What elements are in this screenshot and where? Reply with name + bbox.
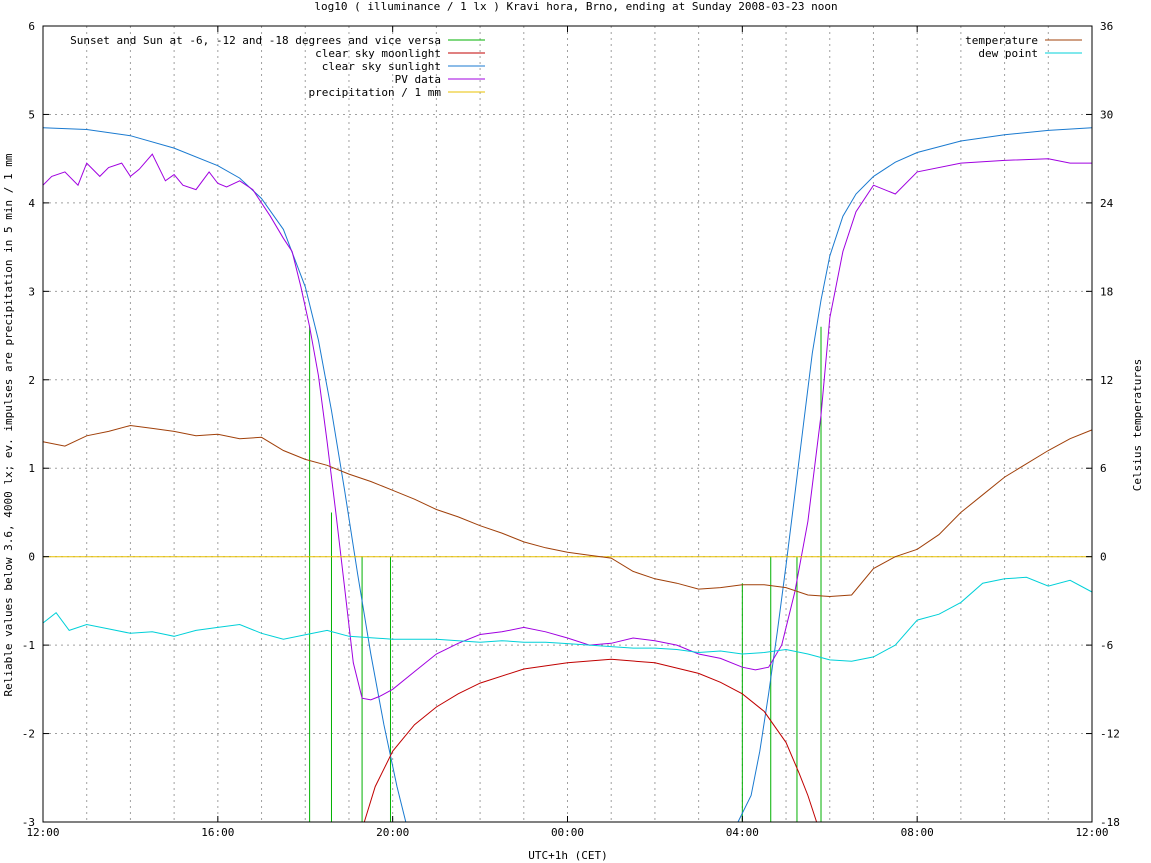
y2-axis-label: Celsius temperatures xyxy=(1131,359,1144,491)
x-tick-label: 12:00 xyxy=(26,826,59,839)
series-temperature xyxy=(42,424,1093,598)
legend-right-label: temperature xyxy=(965,34,1038,47)
y-tick-label: 1 xyxy=(28,462,35,475)
series-dew-point xyxy=(42,576,1093,662)
series-clear-sky-moonlight xyxy=(363,658,818,823)
y-tick-label: 5 xyxy=(28,108,35,121)
y2-tick-label: -12 xyxy=(1100,728,1120,741)
axes: 12:00 16:00 20:00 00:00 04:00 08:00 12:00-3-2-… xyxy=(22,20,1120,839)
y2-tick-label: 18 xyxy=(1100,285,1113,298)
y-tick-label: 2 xyxy=(28,374,35,387)
legend-left-label: clear sky moonlight xyxy=(315,47,441,60)
legend-left-label: PV data xyxy=(395,73,441,86)
y2-tick-label: 30 xyxy=(1100,108,1113,121)
legend-left: Sunset and Sun at -6, -12 and -18 degree… xyxy=(70,34,485,99)
x-axis-label: UTC+1h (CET) xyxy=(528,849,607,862)
x-tick-label: 04:00 xyxy=(726,826,759,839)
y2-tick-label: 0 xyxy=(1100,551,1107,564)
y-tick-label: 6 xyxy=(28,20,35,33)
legend-right-label: dew point xyxy=(978,47,1038,60)
x-tick-label: 00:00 xyxy=(551,826,584,839)
series-pv-data xyxy=(42,153,1092,701)
y2-tick-label: 24 xyxy=(1100,197,1114,210)
y2-tick-label: 6 xyxy=(1100,462,1107,475)
x-tick-label: 12:00 xyxy=(1075,826,1108,839)
y-tick-label: 4 xyxy=(28,197,35,210)
series-clear-sky-sunlight xyxy=(42,127,1093,823)
y-axis-label: Reliable values below 3.6, 4000 lx; ev. … xyxy=(2,153,15,696)
y2-tick-label: -18 xyxy=(1100,816,1120,829)
y2-tick-label: 36 xyxy=(1100,20,1113,33)
legend-left-label: Sunset and Sun at -6, -12 and -18 degree… xyxy=(70,34,441,47)
y-tick-label: -2 xyxy=(22,728,35,741)
x-tick-label: 16:00 xyxy=(201,826,234,839)
y-tick-label: 0 xyxy=(28,551,35,564)
x-tick-label: 20:00 xyxy=(376,826,409,839)
y-tick-label: 3 xyxy=(28,285,35,298)
x-tick-label: 08:00 xyxy=(901,826,934,839)
legend-left-label: precipitation / 1 mm xyxy=(309,86,442,99)
legend-left-label: clear sky sunlight xyxy=(322,60,441,73)
y-tick-label: -3 xyxy=(22,816,35,829)
y2-tick-label: -6 xyxy=(1100,639,1113,652)
y-tick-label: -1 xyxy=(22,639,35,652)
y2-tick-label: 12 xyxy=(1100,374,1113,387)
grid xyxy=(43,26,1092,822)
series-layer xyxy=(42,127,1093,823)
chart-title: log10 ( illuminance / 1 lx ) Kravi hora,… xyxy=(314,0,837,13)
